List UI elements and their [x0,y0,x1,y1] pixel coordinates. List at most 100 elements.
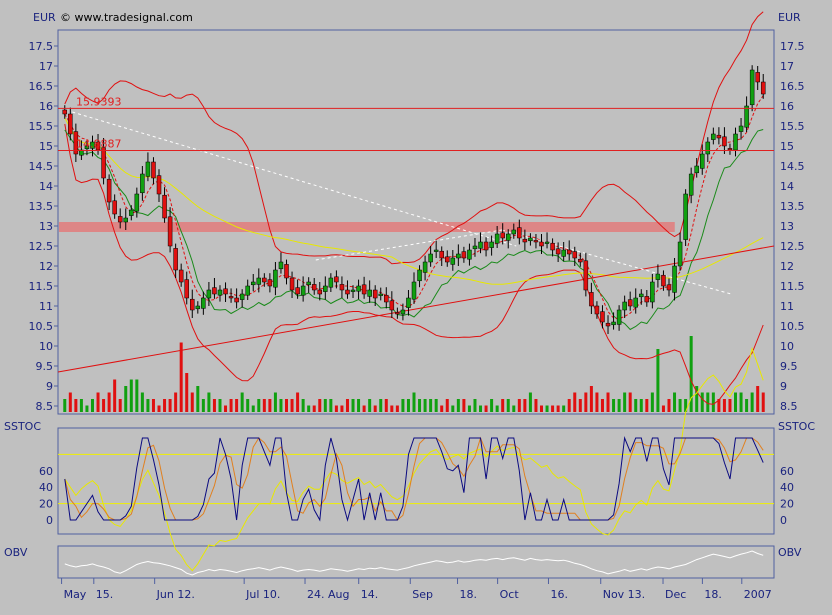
volume-bar [556,405,560,412]
volume-bar [201,399,205,412]
candle-body [406,297,411,308]
candle-body [389,300,395,311]
candle-body [433,249,439,252]
candle-body [201,297,206,309]
volume-bar [240,392,244,412]
candle-body [716,134,722,139]
volume-bar [379,399,383,412]
volume-bar [395,405,399,412]
price-tick-label-right: 10.5 [780,320,805,333]
volume-bar [68,392,72,412]
volume-bar [634,399,638,412]
candle-body [273,269,278,288]
price-tick-label-left: 13 [39,220,53,233]
price-tick-label-left: 12.5 [29,240,54,253]
obv-label-left: OBV [4,546,28,559]
volume-bar [151,399,155,412]
stoch-tick-label-right: 40 [780,481,794,494]
candle-body [450,257,456,265]
stoch-tick-label-left: 20 [39,498,53,511]
candle-body [317,289,323,295]
candle-body [672,265,677,293]
volume-bar [545,405,549,412]
volume-bar [756,386,760,412]
price-tick-label-right: 17 [780,60,794,73]
support-trendline [57,245,775,373]
stoch-tick-label-left: 0 [46,514,53,527]
candle-body [661,274,666,287]
copyright-text: © www.tradesignal.com [60,11,193,24]
volume-bar [307,405,311,412]
candle-body [68,113,73,135]
stoch-fast-line [64,436,764,522]
candle-body [190,298,195,311]
candle-body [727,148,733,151]
price-tick-label-left: 10.5 [29,320,54,333]
volume-bar [296,392,300,412]
x-tick-label: Oct [500,588,520,601]
volume-bar [534,399,538,412]
candle-body [749,69,755,106]
volume-bar [362,405,366,412]
candle-body [694,165,699,174]
price-tick-label-right: 12 [780,260,794,273]
candle-body [284,264,289,279]
candle-body [539,241,544,247]
candle-body [400,309,406,315]
volume-bar [711,392,715,412]
volume-bar [645,399,649,412]
candle-body [589,292,594,307]
level-line-label: 15.9393 [76,95,122,108]
volume-bar [700,392,704,412]
candle-body [245,285,250,296]
candle-body [528,237,533,242]
volume-bar [224,405,228,412]
volume-bar [434,399,438,412]
price-tick-label-right: 15.5 [780,120,805,133]
obv-label-right: OBV [778,546,802,559]
candle-body [345,289,350,295]
bollinger-upper-line [64,11,764,265]
candle-body [456,253,461,259]
candle-body [428,253,433,263]
volume-bar [235,399,239,412]
volume-bar [717,399,721,412]
volume-bar [368,399,372,412]
candle-body [467,249,472,260]
candle-body [184,279,189,299]
white-dashed-trendline [501,229,732,295]
candle-body [494,233,500,244]
volume-bar [734,392,738,412]
volume-bar [185,373,189,412]
volume-bar [467,405,471,412]
candle-body [627,299,633,307]
volume-bar [102,399,106,412]
candle-body [411,281,417,300]
candle-body [517,227,522,239]
volume-bar [578,399,582,412]
green-moving-average-line [64,129,764,331]
volume-bar [279,399,283,412]
volume-bar [90,399,94,412]
volume-bar [312,405,316,412]
price-tick-label-left: 16.5 [29,80,54,93]
candle-body [395,312,400,315]
volume-bar [462,399,466,412]
volume-bar [689,336,693,412]
candle-body [262,277,267,283]
candle-body [705,141,711,155]
price-tick-label-left: 16 [39,100,53,113]
volume-bar [667,399,671,412]
candle-body [594,305,600,315]
candle-body [367,289,372,297]
volume-bar [562,405,566,412]
candle-body [445,256,450,263]
volume-bar [157,405,161,412]
candle-body [173,248,178,271]
candle-body [101,147,106,179]
candle-body [550,242,555,251]
price-tick-label-right: 16.5 [780,80,805,93]
candle-body [683,193,688,240]
volume-bar [617,399,621,412]
